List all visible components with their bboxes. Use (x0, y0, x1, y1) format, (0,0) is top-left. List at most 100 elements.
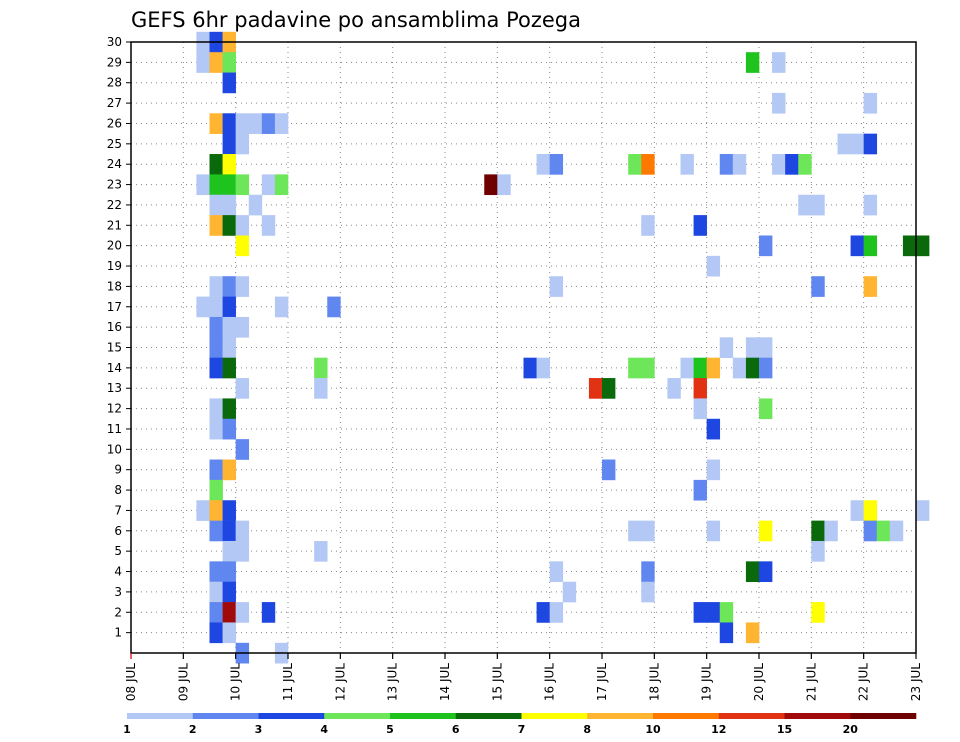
precip-cell (811, 602, 825, 623)
legend-label: 10 (645, 723, 661, 736)
legend-swatch (258, 713, 325, 719)
precip-cell (209, 622, 223, 644)
precip-cell (274, 296, 289, 318)
legend-swatch (718, 713, 785, 719)
precip-cell (222, 500, 236, 521)
precip-cell (719, 622, 734, 644)
precip-cell (209, 113, 223, 134)
precip-cell (759, 398, 773, 420)
precip-cell (235, 540, 250, 562)
legend-label: 5 (386, 723, 394, 736)
precip-cell (772, 154, 786, 175)
y-tick-label: 30 (107, 35, 122, 49)
precip-cell (235, 316, 250, 338)
legend-swatch (653, 713, 720, 719)
precip-cell (719, 602, 734, 623)
y-tick-label: 26 (107, 116, 122, 130)
precip-cell (811, 276, 825, 297)
legend-label: 4 (320, 723, 328, 736)
precip-cell (549, 276, 564, 297)
precip-cell (209, 154, 223, 175)
precip-cell (693, 378, 707, 399)
x-tick-label: 16 JUL (543, 663, 557, 701)
legend-label: 20 (843, 723, 859, 736)
precip-cell (745, 337, 760, 358)
precip-cell (222, 540, 236, 562)
legend-swatch (455, 713, 522, 719)
precip-cell (222, 154, 236, 175)
precip-cell (902, 235, 917, 257)
precip-cell (209, 520, 223, 542)
precip-cell (523, 357, 537, 379)
precip-cell (628, 154, 642, 175)
precip-cell (222, 215, 236, 236)
x-tick-label: 12 JUL (333, 663, 347, 701)
precip-cell (209, 194, 223, 216)
precip-cell (314, 540, 328, 562)
y-tick-label: 20 (107, 239, 122, 253)
precip-cell (222, 316, 236, 338)
precip-cell (209, 52, 223, 73)
precip-cell (209, 479, 223, 501)
precip-cell (837, 133, 851, 155)
y-tick-label: 18 (107, 279, 122, 293)
precip-cell (222, 52, 236, 73)
precip-cell (745, 622, 760, 644)
precip-cell (235, 378, 250, 399)
precip-cell (693, 602, 707, 623)
precip-cell (314, 378, 328, 399)
precip-cell (248, 194, 263, 216)
precip-cell (222, 398, 236, 420)
precip-cell (222, 581, 236, 603)
precip-cell (732, 154, 747, 175)
y-tick-label: 15 (107, 341, 122, 355)
legend-swatch (192, 713, 259, 719)
precip-cell (641, 357, 655, 379)
y-tick-label: 8 (114, 483, 122, 497)
precip-cell (235, 602, 250, 623)
precip-cell (641, 154, 655, 175)
precip-cell (222, 296, 236, 318)
x-tick-label: 13 JUL (386, 663, 400, 701)
y-tick-label: 5 (114, 544, 122, 558)
y-tick-label: 12 (107, 402, 122, 416)
x-tick-label: 09 JUL (176, 663, 190, 701)
precip-cell (863, 92, 878, 114)
precip-cell (745, 357, 760, 379)
precip-cell (196, 52, 210, 73)
x-tick-label: 21 JUL (804, 663, 818, 701)
precip-cell (602, 459, 616, 481)
precip-cell (772, 52, 786, 73)
precip-cell (222, 72, 236, 94)
precip-cell (235, 520, 250, 542)
precip-cell (549, 602, 564, 623)
precip-cell (667, 378, 681, 399)
precip-cell (274, 174, 289, 196)
precip-cell (706, 357, 721, 379)
y-tick-label: 7 (114, 503, 122, 517)
legend-label: 12 (711, 723, 726, 736)
precip-cell (209, 602, 223, 623)
precip-cell (222, 459, 236, 481)
precip-cell (798, 154, 812, 175)
precip-cell (536, 154, 550, 175)
legend-swatch (324, 713, 391, 719)
precip-cell (811, 520, 825, 542)
precip-cell (759, 357, 773, 379)
legend-swatch (850, 713, 917, 719)
precip-cell (863, 276, 878, 297)
x-tick-label: 08 JUL (124, 663, 138, 701)
precip-cell (274, 113, 289, 134)
legend-swatch (587, 713, 654, 719)
precip-cell (706, 418, 721, 440)
precip-cell (222, 561, 236, 583)
precip-cell (693, 357, 707, 379)
precip-cell (798, 194, 812, 216)
precip-cell (261, 215, 276, 236)
x-axis: 08 JUL 09 JUL 10 JUL 11 JUL 12 JUL 13 JUL 14 J… (124, 653, 923, 701)
legend-swatch (127, 713, 194, 719)
y-tick-label: 9 (114, 463, 122, 477)
precip-cell (706, 459, 721, 481)
precip-cell (863, 235, 878, 257)
